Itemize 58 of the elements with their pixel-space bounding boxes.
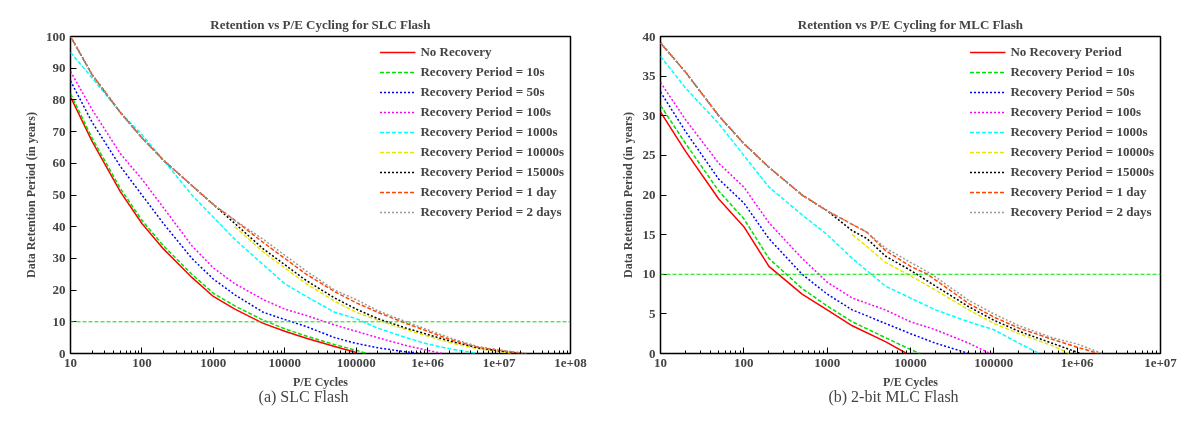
y-tick-label: 40 — [52, 218, 66, 234]
legend-label: No Recovery — [420, 44, 492, 60]
x-tick-label: 1000 — [200, 354, 227, 370]
x-axis-title: P/E Cycles — [293, 374, 349, 389]
y-tick-label: 20 — [52, 282, 66, 298]
x-tick-label: 1e+06 — [1060, 354, 1095, 370]
y-tick-label: 30 — [642, 107, 656, 123]
legend-label: Recovery Period = 10000s — [420, 144, 564, 160]
y-tick-label: 15 — [642, 226, 656, 242]
x-tick-label: 10000 — [268, 354, 302, 370]
y-axis-title: Data Retention Period (in years) — [24, 112, 38, 278]
y-tick-label: 5 — [649, 305, 656, 321]
legend-label: Recovery Period = 10s — [420, 64, 545, 80]
legend-label: Recovery Period = 1000s — [1010, 124, 1148, 140]
x-tick-label: 1e+07 — [482, 354, 516, 370]
legend-label: Recovery Period = 15000s — [420, 164, 564, 180]
y-tick-label: 50 — [52, 187, 66, 202]
y-tick-label: 0 — [59, 345, 66, 361]
x-tick-label: 100 — [132, 354, 152, 370]
legend-label: Recovery Period = 10s — [1010, 64, 1135, 80]
y-tick-label: 30 — [52, 250, 66, 266]
chart-title: Retention vs P/E Cycling for MLC Flash — [797, 16, 1024, 32]
x-tick-label: 100000 — [974, 354, 1014, 370]
x-axis-title: P/E Cycles — [883, 374, 939, 389]
legend-label: Recovery Period = 50s — [420, 84, 545, 100]
legend-label: Recovery Period = 10000s — [1010, 144, 1154, 160]
legend-label: Recovery Period = 1000s — [420, 124, 558, 140]
y-tick-label: 35 — [642, 68, 656, 84]
legend-label: Recovery Period = 15000s — [1010, 164, 1154, 180]
legend-label: Recovery Period = 2 days — [1010, 204, 1152, 220]
x-tick-label: 10 — [64, 354, 77, 370]
legend-label: Recovery Period = 1 day — [1010, 184, 1147, 200]
y-tick-label: 20 — [642, 187, 656, 202]
legend-label: Recovery Period = 50s — [1010, 84, 1135, 100]
y-tick-label: 70 — [52, 123, 66, 139]
x-tick-label: 100000 — [336, 354, 376, 370]
y-tick-label: 0 — [649, 345, 656, 361]
y-tick-label: 60 — [52, 155, 66, 171]
x-tick-label: 1e+06 — [411, 354, 445, 370]
chart-title: Retention vs P/E Cycling for SLC Flash — [210, 16, 432, 32]
x-tick-label: 100 — [734, 354, 754, 370]
y-tick-label: 100 — [46, 28, 66, 44]
y-tick-label: 25 — [642, 147, 656, 163]
y-tick-label: 80 — [52, 91, 66, 107]
x-tick-label: 10000 — [894, 354, 927, 370]
legend-label: Recovery Period = 100s — [1010, 104, 1141, 120]
y-axis-title: Data Retention Period (in years) — [620, 112, 635, 278]
y-tick-label: 10 — [642, 266, 656, 282]
y-tick-label: 10 — [52, 313, 66, 329]
y-tick-label: 40 — [642, 28, 656, 44]
x-tick-label: 1000 — [814, 354, 841, 370]
legend-label: No Recovery Period — [1010, 44, 1122, 60]
x-tick-label: 1e+08 — [554, 354, 588, 370]
x-tick-label: 1e+07 — [1144, 354, 1178, 370]
y-tick-label: 90 — [52, 60, 66, 76]
legend-label: Recovery Period = 2 days — [420, 204, 562, 220]
legend-label: Recovery Period = 1 day — [420, 184, 557, 200]
legend-label: Recovery Period = 100s — [420, 104, 551, 120]
